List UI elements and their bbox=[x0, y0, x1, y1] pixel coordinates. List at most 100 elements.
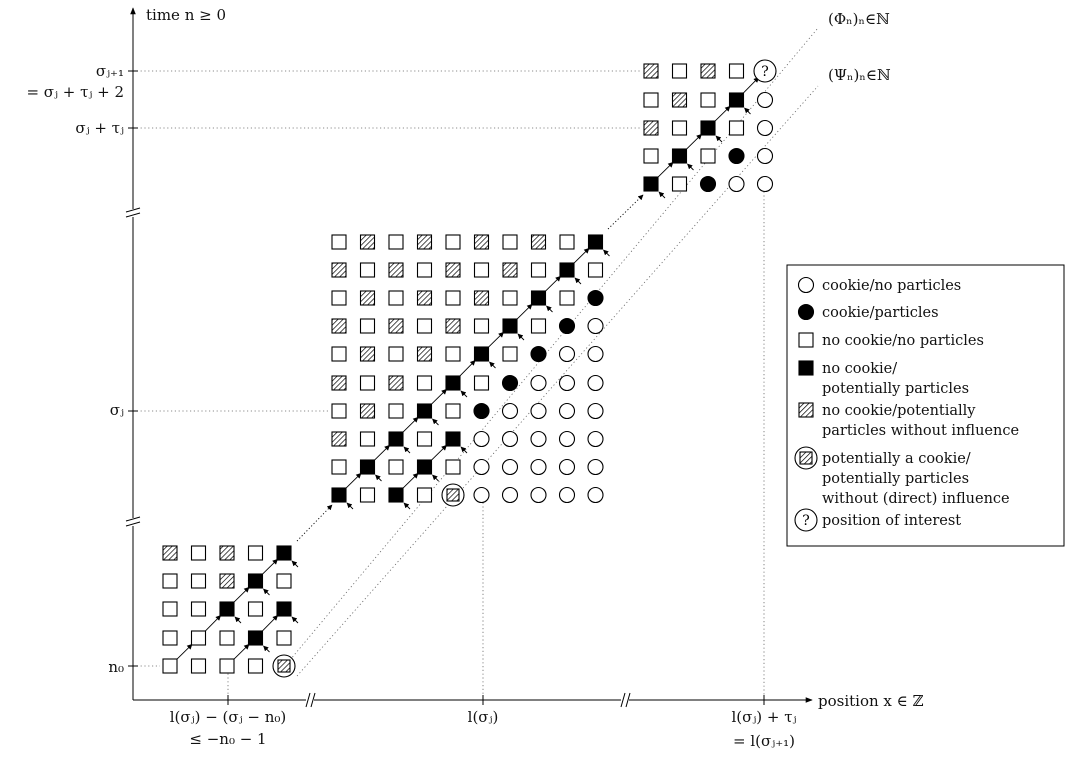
cell-open-square bbox=[416, 375, 433, 391]
cell-open-square bbox=[587, 262, 604, 278]
cell-open-square bbox=[190, 658, 207, 674]
x-tick-label-mid: l(σⱼ) bbox=[468, 708, 499, 726]
cell-open-circle bbox=[756, 175, 774, 193]
cell-filled-square bbox=[671, 148, 688, 164]
x-axis-break bbox=[625, 692, 631, 708]
cell-open-circle bbox=[728, 175, 745, 193]
cell-open-square bbox=[473, 375, 490, 391]
cell-filled-square bbox=[728, 92, 745, 108]
cell-filled-circle bbox=[530, 345, 547, 363]
legend-symbol-open-square bbox=[798, 332, 814, 348]
cell-open-circle bbox=[587, 317, 604, 335]
path-arrow bbox=[291, 616, 299, 624]
path-arrow bbox=[544, 275, 561, 293]
cell-open-circle bbox=[473, 486, 490, 504]
path-arrow bbox=[460, 446, 468, 454]
path-arrow bbox=[516, 303, 533, 321]
y-axis-break bbox=[125, 207, 141, 213]
x-tick-label-right-eq: = l(σⱼ₊₁) bbox=[733, 732, 795, 750]
cell-hatched-square bbox=[331, 318, 347, 334]
phi-path-label: (Φₙ)ₙ∈ℕ bbox=[828, 10, 890, 28]
path-arrow bbox=[261, 558, 278, 576]
cell-hatched-square bbox=[416, 346, 433, 362]
cell-hatched-circle-square bbox=[272, 654, 296, 678]
cell-open-circle bbox=[587, 430, 604, 448]
cell-open-circle bbox=[558, 402, 576, 420]
path-arrow bbox=[685, 133, 702, 151]
cell-open-circle bbox=[756, 147, 774, 165]
cell-filled-square bbox=[700, 120, 716, 136]
cell-open-circle bbox=[558, 374, 576, 392]
legend-label: potentially particles bbox=[822, 381, 969, 397]
cell-filled-circle bbox=[501, 374, 519, 392]
path-arrow bbox=[458, 360, 476, 377]
legend-label: no cookie/potentially bbox=[822, 403, 976, 419]
cell-filled-square bbox=[445, 375, 461, 391]
legend-symbol-filled-circle bbox=[797, 303, 815, 321]
y-axis-break bbox=[125, 521, 141, 527]
path-arrow bbox=[375, 474, 382, 482]
cell-open-circle bbox=[501, 486, 519, 504]
axis-breaks bbox=[125, 207, 631, 708]
cell-filled-square bbox=[331, 487, 347, 503]
path-arrow bbox=[234, 616, 242, 624]
path-arrow bbox=[403, 446, 411, 454]
path-arrow bbox=[517, 333, 525, 341]
cell-open-square bbox=[276, 573, 292, 589]
path-arrow bbox=[574, 277, 582, 285]
cell-open-square bbox=[162, 573, 178, 589]
y-tick-label-sigma-j: σⱼ bbox=[110, 401, 124, 419]
legend-symbol-open-circle bbox=[797, 276, 815, 294]
path-arrow bbox=[345, 472, 362, 490]
cell-hatched-square bbox=[359, 290, 376, 306]
cell-filled-square bbox=[219, 601, 235, 617]
cell-hatched-square bbox=[359, 234, 376, 250]
cell-open-square bbox=[359, 431, 376, 447]
cell-filled-square bbox=[388, 487, 404, 503]
cell-open-circle bbox=[530, 458, 547, 476]
y-axis-break bbox=[125, 212, 141, 218]
cell-open-circle bbox=[473, 430, 490, 448]
cell-open-circle bbox=[530, 402, 547, 420]
psi-path-label: (Ψₙ)ₙ∈ℕ bbox=[828, 66, 891, 84]
legend-label: no cookie/no particles bbox=[822, 333, 984, 349]
cell-open-square bbox=[700, 148, 716, 164]
cell-open-square bbox=[671, 63, 688, 79]
cell-filled-circle bbox=[728, 147, 745, 165]
guide-line bbox=[289, 27, 819, 661]
cell-open-square bbox=[700, 92, 716, 108]
cell-open-square bbox=[331, 234, 347, 250]
path-arrow bbox=[291, 560, 299, 568]
cell-filled-square bbox=[276, 545, 292, 561]
guide-line bbox=[296, 85, 819, 677]
cell-open-circle bbox=[473, 458, 490, 476]
legend-symbol-question-circle: ? bbox=[794, 508, 818, 532]
path-arrow bbox=[607, 194, 644, 230]
cell-filled-square bbox=[530, 290, 547, 306]
legend-item: no cookie/potentially particles bbox=[798, 360, 969, 397]
cell-open-square bbox=[162, 630, 178, 646]
path-arrow bbox=[573, 247, 590, 265]
cell-open-square bbox=[359, 262, 376, 278]
x-tick-label-left: l(σⱼ) − (σⱼ − n₀) bbox=[170, 708, 287, 726]
cell-open-square bbox=[473, 318, 490, 334]
cell-open-square bbox=[190, 573, 207, 589]
state-grid: ? bbox=[162, 59, 777, 678]
legend-item: potentially a cookie/potentially particl… bbox=[794, 446, 1010, 507]
legend-item: no cookie/potentially particles without i… bbox=[798, 402, 1019, 439]
legend-label: potentially a cookie/ bbox=[822, 451, 971, 467]
cell-hatched-square bbox=[530, 234, 547, 250]
path-arrow bbox=[176, 643, 193, 661]
legend-label: cookie/no particles bbox=[822, 278, 961, 294]
cell-open-square bbox=[247, 658, 264, 674]
cell-hatched-square bbox=[359, 346, 376, 362]
cell-open-square bbox=[445, 346, 461, 362]
cell-hatched-square bbox=[388, 318, 404, 334]
path-arrow bbox=[402, 472, 419, 490]
cell-open-square bbox=[276, 630, 292, 646]
y-tick-label-sigma-plus-tau: σⱼ + τⱼ bbox=[75, 119, 124, 137]
legend-label: position of interest bbox=[822, 513, 961, 529]
legend-frame bbox=[786, 264, 1065, 547]
cell-open-square bbox=[388, 346, 404, 362]
y-tick-label-n0: n₀ bbox=[108, 658, 124, 676]
